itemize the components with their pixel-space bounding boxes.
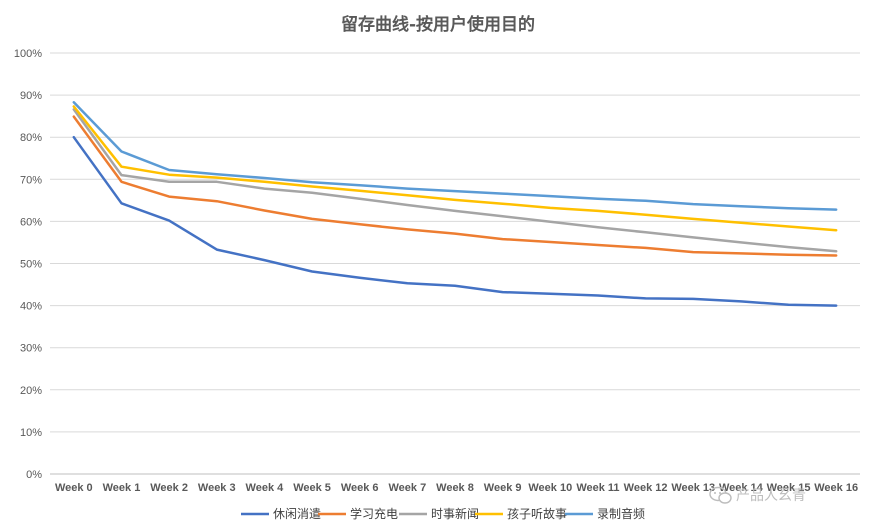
legend-label: 孩子听故事 <box>507 506 567 521</box>
x-tick-label: Week 6 <box>341 482 379 494</box>
y-tick-label: 0% <box>26 469 42 481</box>
x-tick-label: Week 13 <box>671 482 715 494</box>
x-tick-label: Week 2 <box>150 482 188 494</box>
x-tick-label: Week 10 <box>528 482 572 494</box>
y-tick-label: 50% <box>20 259 42 271</box>
legend-item: 学习充电 <box>318 506 398 521</box>
series-line-2 <box>72 108 838 253</box>
gridlines <box>50 52 860 475</box>
x-tick-label: Week 14 <box>719 482 764 494</box>
x-tick-label: Week 8 <box>436 482 474 494</box>
y-tick-label: 90% <box>20 90 42 102</box>
legend-label: 时事新闻 <box>431 506 479 521</box>
legend: 休闲消遣 学习充电 时事新闻 孩子听故事 录制音频 <box>241 506 645 521</box>
x-tick-label: Week 1 <box>103 482 141 494</box>
x-tick-label: Week 11 <box>576 482 619 494</box>
y-tick-label: 20% <box>20 385 42 397</box>
x-axis: Week 0 Week 1 Week 2 Week 3 Week 4 Week 5 Week… <box>55 482 858 494</box>
legend-label: 录制音频 <box>597 506 645 521</box>
series-line-1 <box>72 115 838 257</box>
series-line-3 <box>72 105 838 232</box>
y-axis: 0% 10% 20% 30% 40% 50% 60% 70% 80% 90% 100% <box>14 48 42 481</box>
x-tick-label: Week 5 <box>293 482 331 494</box>
series-lines <box>72 101 838 307</box>
x-tick-label: Week 3 <box>198 482 236 494</box>
wechat-icon <box>709 486 732 504</box>
y-tick-label: 80% <box>20 132 42 144</box>
y-tick-label: 30% <box>20 343 42 355</box>
series-line-4 <box>72 101 838 211</box>
x-tick-label: Week 4 <box>246 482 285 494</box>
series-line-0 <box>72 135 838 307</box>
y-tick-label: 70% <box>20 174 42 186</box>
x-tick-label: Week 16 <box>814 482 858 494</box>
x-tick-label: Week 12 <box>624 482 668 494</box>
legend-label: 休闲消遣 <box>273 506 321 521</box>
legend-item: 孩子听故事 <box>475 506 567 521</box>
y-tick-label: 40% <box>20 301 42 313</box>
x-tick-label: Week 7 <box>388 482 426 494</box>
x-tick-label: Week 9 <box>484 482 522 494</box>
chart-title: 留存曲线-按用户使用目的 <box>341 14 535 35</box>
legend-item: 休闲消遣 <box>241 506 321 521</box>
legend-label: 学习充电 <box>350 506 398 521</box>
watermark-text: 产品人幺青 <box>736 488 806 504</box>
watermark: 产品人幺青 <box>709 486 806 504</box>
y-tick-label: 10% <box>20 427 42 439</box>
x-tick-label: Week 15 <box>767 482 811 494</box>
y-tick-label: 100% <box>14 48 42 60</box>
x-tick-label: Week 0 <box>55 482 93 494</box>
legend-item: 时事新闻 <box>399 506 479 521</box>
y-tick-label: 60% <box>20 216 42 228</box>
legend-item: 录制音频 <box>565 506 645 521</box>
